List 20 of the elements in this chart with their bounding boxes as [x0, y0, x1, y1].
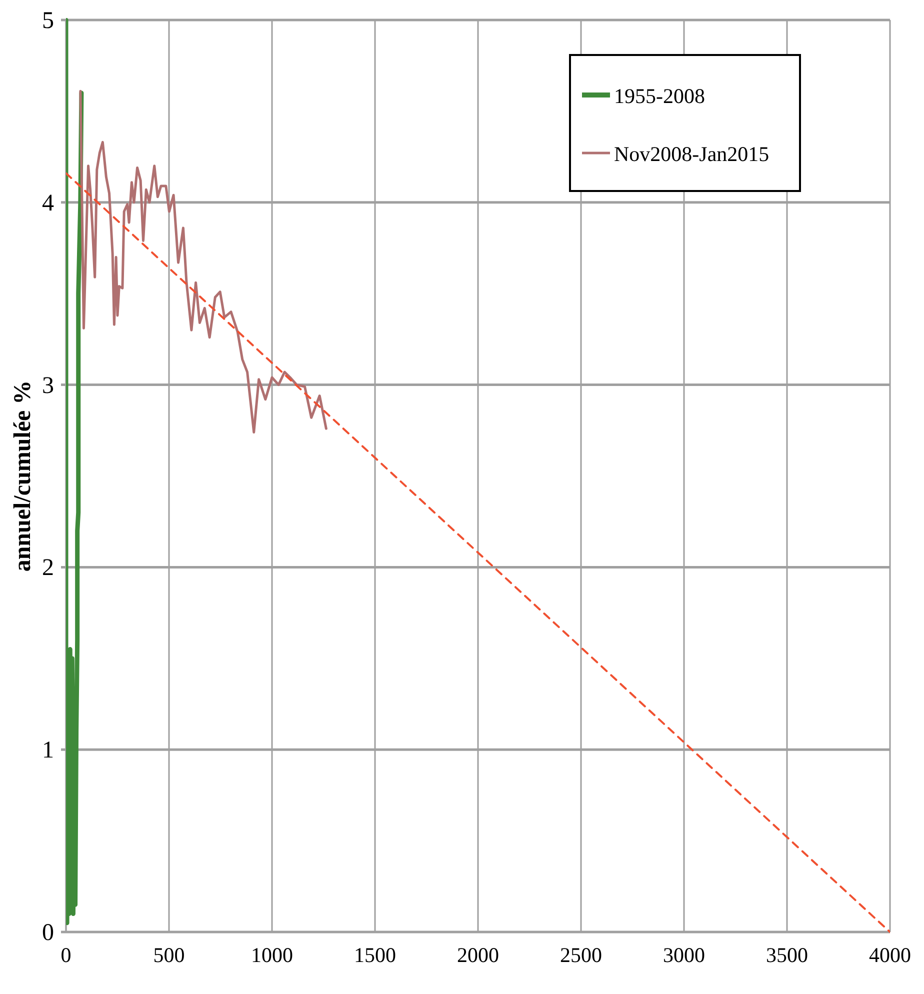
legend-label: Nov2008-Jan2015	[614, 142, 770, 166]
y-tick-label: 1	[42, 738, 54, 764]
line-series	[66, 18, 84, 926]
y-tick-label: 2	[42, 555, 54, 582]
x-tick-label: 1500	[354, 943, 396, 967]
y-tick-label: 0	[42, 920, 54, 946]
y-tick-label: 3	[42, 372, 54, 399]
x-tick-label: 2000	[457, 943, 499, 967]
line-series	[79, 90, 328, 434]
x-tick-label: 1000	[251, 943, 293, 967]
x-tick-label: 2500	[560, 943, 602, 967]
x-tick-label: 4000	[869, 943, 911, 967]
x-tick-label: 3500	[766, 943, 808, 967]
y-tick-label: 4	[42, 190, 54, 216]
legend-label: 1955-2008	[614, 84, 705, 108]
x-tick-label: 500	[153, 943, 185, 967]
x-tick-label: 3000	[663, 943, 705, 967]
x-tick-label: 0	[60, 943, 72, 967]
y-tick-label: 5	[42, 8, 54, 34]
y-axis-title: annuel/cumulée %	[10, 380, 36, 572]
